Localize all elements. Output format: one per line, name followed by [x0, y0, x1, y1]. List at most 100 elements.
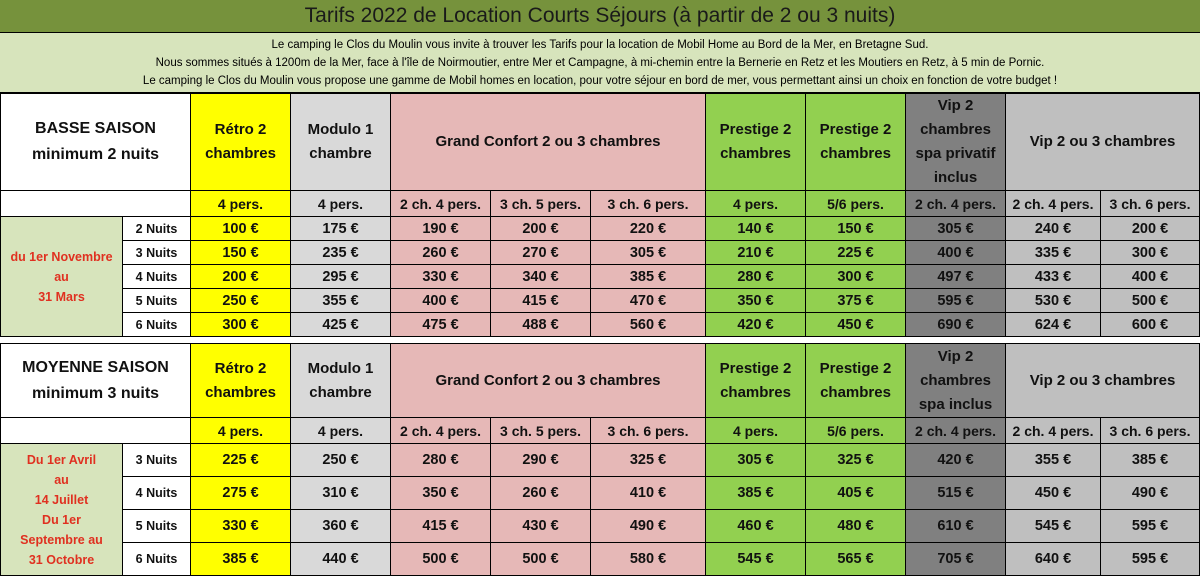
nights-label: 5 Nuits — [122, 288, 191, 313]
price-cell: 150 € — [805, 216, 907, 241]
price-cell: 325 € — [589, 443, 707, 477]
price-cell: 340 € — [490, 264, 591, 289]
price-cell: 415 € — [390, 509, 491, 543]
table-row: Du 1er Avril au 14 Juillet Du 1er Septembre … — [0, 443, 1200, 576]
capacity-cell: 3 ch. 5 pers. — [490, 190, 591, 217]
price-cell: 530 € — [1005, 288, 1102, 313]
header-row: MOYENNE SAISON minimum 3 nuits Rétro 2 cha… — [0, 343, 1200, 418]
capacity-cell: 2 ch. 4 pers. — [390, 417, 491, 444]
price-cell: 330 € — [390, 264, 491, 289]
price-cell: 690 € — [905, 312, 1007, 337]
price-cell: 450 € — [1005, 476, 1102, 510]
price-cell: 200 € — [190, 264, 291, 289]
price-cell: 515 € — [905, 476, 1007, 510]
season-name: BASSE SAISON — [35, 120, 156, 137]
price-cell: 310 € — [290, 476, 391, 510]
price-cell: 500 € — [490, 542, 591, 576]
price-cell: 175 € — [290, 216, 391, 241]
price-cell: 190 € — [390, 216, 491, 241]
table-row: 6 Nuits 385 €440 €500 €500 €580 €545 €565… — [1, 542, 1200, 576]
price-cell: 220 € — [589, 216, 707, 241]
table-row: 3 Nuits 150 €235 €260 €270 €305 €210 €225… — [1, 240, 1200, 265]
price-cell: 305 € — [705, 443, 807, 477]
price-cell: 460 € — [705, 509, 807, 543]
price-cell: 420 € — [705, 312, 807, 337]
price-cell: 100 € — [190, 216, 291, 241]
season-minimum: minimum 2 nuits — [31, 146, 160, 163]
empty-cell — [0, 190, 191, 217]
price-cell: 624 € — [1005, 312, 1102, 337]
price-cell: 235 € — [290, 240, 391, 265]
price-cell: 640 € — [1005, 542, 1102, 576]
price-cell: 280 € — [390, 443, 491, 477]
nights-label: 3 Nuits — [122, 240, 191, 265]
price-cell: 595 € — [1100, 542, 1200, 576]
price-cell: 355 € — [1005, 443, 1102, 477]
price-cell: 400 € — [1100, 264, 1200, 289]
price-cell: 350 € — [705, 288, 807, 313]
price-cell: 400 € — [905, 240, 1007, 265]
price-cell: 490 € — [1100, 476, 1200, 510]
price-cell: 415 € — [490, 288, 591, 313]
price-cell: 565 € — [805, 542, 907, 576]
date-line: Septembre au — [20, 532, 103, 547]
price-cell: 385 € — [589, 264, 707, 289]
price-cell: 497 € — [905, 264, 1007, 289]
price-cell: 433 € — [1005, 264, 1102, 289]
price-cell: 355 € — [290, 288, 391, 313]
price-cell: 225 € — [190, 443, 291, 477]
capacity-cell: 3 ch. 6 pers. — [1100, 190, 1200, 217]
price-cell: 140 € — [705, 216, 807, 241]
price-cell: 360 € — [290, 509, 391, 543]
price-cell: 420 € — [905, 443, 1007, 477]
capacity-cell: 2 ch. 4 pers. — [390, 190, 491, 217]
price-cell: 280 € — [705, 264, 807, 289]
season-label: BASSE SAISON minimum 2 nuits — [0, 93, 191, 191]
price-cell: 385 € — [1100, 443, 1200, 477]
price-cell: 470 € — [589, 288, 707, 313]
date-line: 31 Mars — [38, 289, 85, 304]
date-line: du 1er Novembre — [10, 249, 113, 264]
price-cell: 300 € — [190, 312, 291, 337]
category-header: Grand Confort 2 ou 3 chambres — [389, 343, 707, 418]
date-line: au — [54, 269, 69, 284]
price-cell: 150 € — [190, 240, 291, 265]
price-cell: 385 € — [705, 476, 807, 510]
price-cell: 200 € — [1100, 216, 1200, 241]
nights-label: 4 Nuits — [122, 264, 191, 289]
price-cell: 450 € — [805, 312, 907, 337]
price-cell: 225 € — [805, 240, 907, 265]
price-cell: 440 € — [290, 542, 391, 576]
price-cell: 410 € — [589, 476, 707, 510]
capacity-cell: 4 pers. — [190, 417, 291, 444]
price-cell: 250 € — [190, 288, 291, 313]
capacity-cell: 4 pers. — [190, 190, 291, 217]
season-dates: du 1er Novembre au 31 Mars — [0, 216, 123, 337]
season-name: MOYENNE SAISON — [22, 358, 169, 376]
capacity-cell: 4 pers. — [290, 417, 391, 444]
capacity-cell: 5/6 pers. — [805, 190, 907, 217]
moyenne-saison-table: MOYENNE SAISON minimum 3 nuits Rétro 2 cha… — [0, 343, 1200, 576]
price-cell: 330 € — [190, 509, 291, 543]
capacity-row: 4 pers. 4 pers. 2 ch. 4 pers. 3 ch. 5 pers.… — [0, 417, 1200, 444]
table-row: 5 Nuits 250 €355 €400 €415 €470 €350 €375… — [1, 288, 1200, 313]
season-label: MOYENNE SAISON minimum 3 nuits — [0, 343, 191, 418]
nights-label: 2 Nuits — [122, 216, 191, 241]
price-cell: 335 € — [1005, 240, 1102, 265]
table-row: 4 Nuits 200 €295 €330 €340 €385 €280 €300… — [1, 264, 1200, 289]
price-cell: 610 € — [905, 509, 1007, 543]
empty-cell — [0, 417, 191, 444]
date-line: 14 Juillet — [34, 492, 89, 507]
category-header: Vip 2 chambres spa inclus — [905, 343, 1007, 418]
price-cell: 350 € — [390, 476, 491, 510]
category-header: Prestige 2 chambres — [805, 343, 907, 418]
price-cell: 250 € — [290, 443, 391, 477]
date-line: au — [54, 472, 69, 487]
intro-line: Nous sommes situés à 1200m de la Mer, fa… — [155, 57, 1045, 69]
price-cell: 545 € — [705, 542, 807, 576]
capacity-cell: 2 ch. 4 pers. — [905, 190, 1007, 217]
table-row: 4 Nuits 275 €310 €350 €260 €410 €385 €405… — [1, 476, 1200, 510]
price-cell: 305 € — [589, 240, 707, 265]
category-header: Rétro 2 chambres — [190, 93, 291, 191]
price-cell: 290 € — [490, 443, 591, 477]
